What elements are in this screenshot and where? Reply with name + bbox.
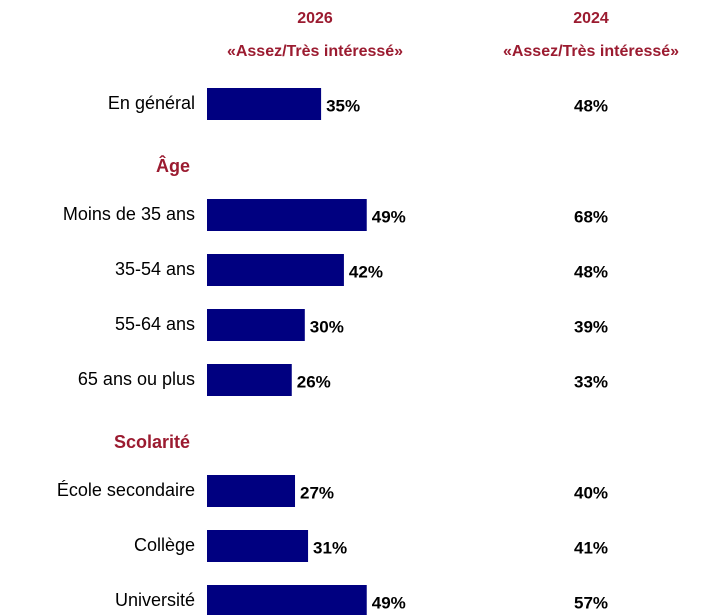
category-label: Collège: [134, 535, 195, 555]
compare-label: 33%: [574, 372, 608, 391]
compare-label: 41%: [574, 538, 608, 557]
bar-label: 49%: [372, 593, 406, 612]
category-label: En général: [108, 93, 195, 113]
compare-label: 40%: [574, 483, 608, 502]
bar: [207, 475, 296, 507]
bar-label: 27%: [300, 483, 334, 502]
compare-label: 57%: [574, 593, 608, 612]
category-label: 65 ans ou plus: [78, 369, 195, 389]
bar: [207, 364, 292, 396]
bar: [207, 309, 305, 341]
section-title: Scolarité: [114, 432, 190, 452]
section-title: Âge: [156, 155, 190, 176]
category-label: 55-64 ans: [115, 314, 195, 334]
bar-label: 35%: [326, 96, 360, 115]
bar-label: 31%: [313, 538, 347, 557]
category-label: Moins de 35 ans: [63, 204, 195, 224]
category-label: École secondaire: [57, 480, 195, 500]
column-year: 2024: [573, 10, 609, 27]
column-label: «Assez/Très intéressé»: [503, 43, 679, 60]
bar-label: 26%: [297, 372, 331, 391]
category-label: Université: [115, 590, 195, 610]
compare-label: 39%: [574, 317, 608, 336]
compare-label: 48%: [574, 96, 608, 115]
bar: [207, 530, 309, 562]
category-label: 35-54 ans: [115, 259, 195, 279]
bar: [207, 254, 344, 286]
compare-label: 68%: [574, 207, 608, 226]
bar-label: 49%: [372, 207, 406, 226]
bar-label: 42%: [349, 262, 383, 281]
compare-label: 48%: [574, 262, 608, 281]
bar: [207, 199, 367, 231]
column-label: «Assez/Très intéressé»: [227, 43, 403, 60]
column-year: 2026: [297, 10, 333, 27]
bar: [207, 585, 367, 615]
bar: [207, 88, 322, 120]
bar-label: 30%: [310, 317, 344, 336]
